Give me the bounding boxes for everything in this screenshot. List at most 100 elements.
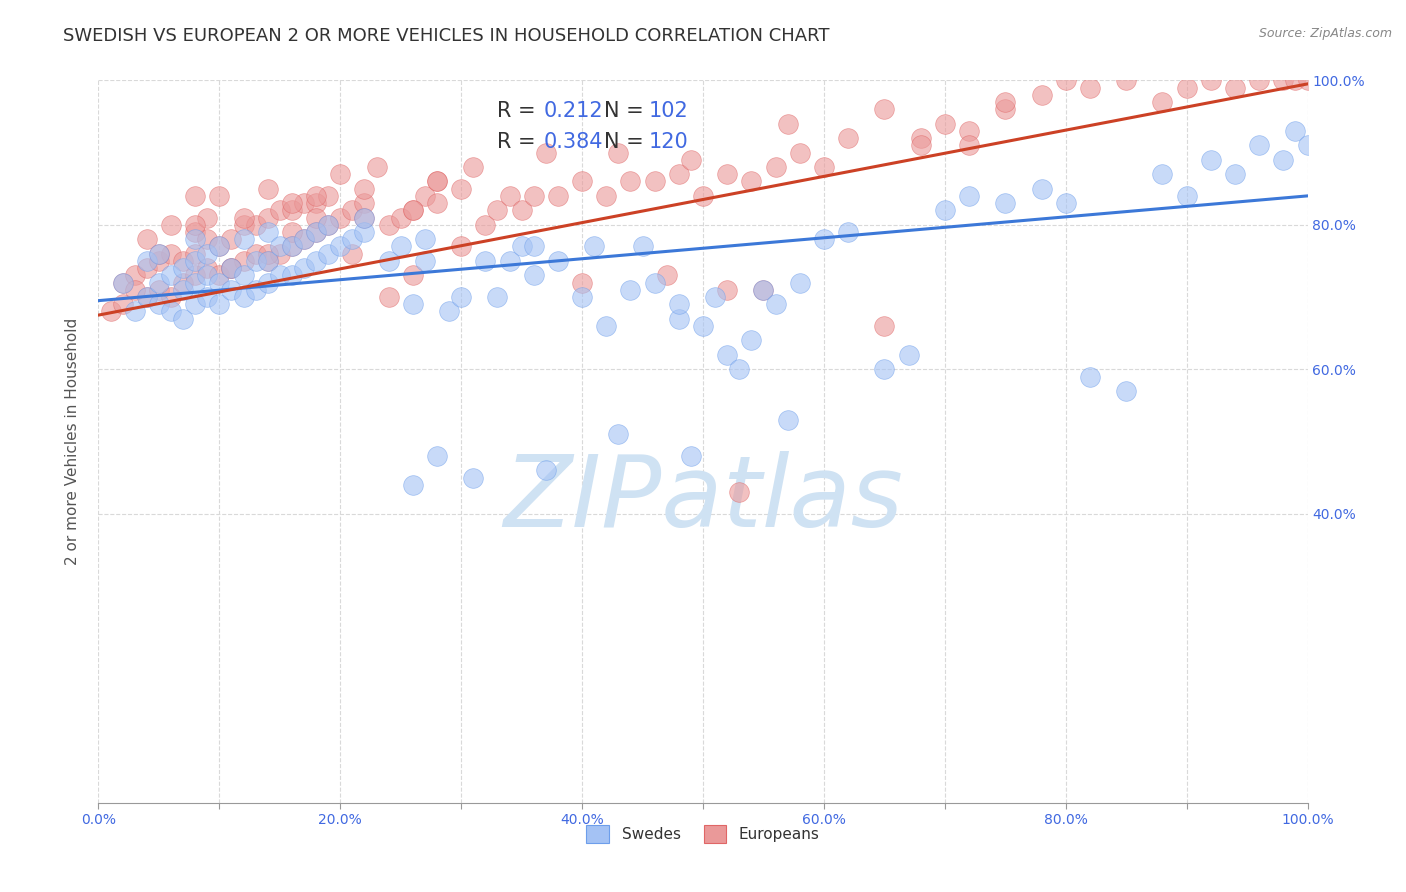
Europeans [135, 290, 157, 304]
Europeans [195, 211, 218, 225]
Swedes [583, 239, 606, 253]
Europeans [135, 232, 157, 246]
Swedes [221, 283, 243, 297]
Swedes [281, 268, 304, 283]
Swedes [498, 253, 520, 268]
Swedes [160, 268, 183, 283]
Europeans [305, 211, 328, 225]
Text: R =: R = [498, 132, 543, 152]
Swedes [377, 253, 399, 268]
Swedes [413, 253, 436, 268]
Europeans [426, 196, 449, 211]
Europeans [316, 218, 339, 232]
Europeans [571, 174, 593, 188]
Swedes [124, 304, 146, 318]
Europeans [1175, 80, 1198, 95]
Europeans [353, 182, 375, 196]
Europeans [366, 160, 388, 174]
Swedes [486, 290, 509, 304]
Europeans [994, 95, 1017, 109]
Swedes [1223, 167, 1246, 181]
Europeans [195, 232, 218, 246]
Europeans [1284, 73, 1306, 87]
Swedes [994, 196, 1017, 211]
Europeans [316, 189, 339, 203]
Europeans [716, 167, 738, 181]
Europeans [281, 225, 304, 239]
Europeans [353, 196, 375, 211]
Europeans [184, 218, 207, 232]
Europeans [402, 268, 425, 283]
Swedes [353, 211, 375, 225]
Europeans [1054, 73, 1077, 87]
Europeans [305, 196, 328, 211]
Europeans [1078, 80, 1101, 95]
Swedes [232, 268, 254, 283]
Swedes [463, 470, 485, 484]
Europeans [813, 160, 835, 174]
Swedes [1031, 182, 1053, 196]
Europeans [256, 246, 278, 260]
Swedes [184, 297, 207, 311]
Europeans [353, 211, 375, 225]
Europeans [571, 276, 593, 290]
Europeans [245, 246, 267, 260]
Swedes [316, 218, 339, 232]
Europeans [342, 246, 364, 260]
Swedes [135, 290, 157, 304]
Europeans [413, 189, 436, 203]
Europeans [111, 276, 134, 290]
Europeans [160, 218, 183, 232]
Text: SWEDISH VS EUROPEAN 2 OR MORE VEHICLES IN HOUSEHOLD CORRELATION CHART: SWEDISH VS EUROPEAN 2 OR MORE VEHICLES I… [63, 27, 830, 45]
Swedes [402, 297, 425, 311]
Swedes [245, 283, 267, 297]
Swedes [135, 253, 157, 268]
Swedes [668, 311, 690, 326]
Europeans [789, 145, 811, 160]
Swedes [256, 225, 278, 239]
Text: 0.384: 0.384 [543, 132, 603, 152]
Europeans [1152, 95, 1174, 109]
Swedes [195, 246, 218, 260]
Europeans [1199, 73, 1222, 87]
Europeans [281, 239, 304, 253]
Europeans [1115, 73, 1137, 87]
Swedes [232, 290, 254, 304]
Europeans [172, 276, 194, 290]
Europeans [450, 239, 472, 253]
Swedes [740, 334, 762, 348]
Europeans [607, 145, 630, 160]
Swedes [305, 225, 328, 239]
Europeans [402, 203, 425, 218]
Swedes [728, 362, 751, 376]
Europeans [474, 218, 496, 232]
Europeans [740, 174, 762, 188]
Swedes [148, 297, 170, 311]
Swedes [716, 348, 738, 362]
Europeans [232, 218, 254, 232]
Y-axis label: 2 or more Vehicles in Household: 2 or more Vehicles in Household [65, 318, 80, 566]
Swedes [668, 297, 690, 311]
Europeans [765, 160, 787, 174]
Europeans [534, 145, 557, 160]
Swedes [292, 232, 315, 246]
Europeans [232, 211, 254, 225]
Swedes [426, 449, 449, 463]
Europeans [1031, 87, 1053, 102]
Europeans [377, 290, 399, 304]
Europeans [184, 246, 207, 260]
Swedes [184, 232, 207, 246]
Europeans [728, 485, 751, 500]
Europeans [873, 318, 896, 333]
Swedes [208, 239, 231, 253]
Europeans [329, 167, 352, 181]
Europeans [172, 253, 194, 268]
Swedes [195, 268, 218, 283]
Europeans [208, 239, 231, 253]
Swedes [1249, 138, 1271, 153]
Text: 120: 120 [648, 132, 689, 152]
Europeans [305, 189, 328, 203]
Europeans [547, 189, 569, 203]
Europeans [111, 297, 134, 311]
Europeans [776, 117, 799, 131]
